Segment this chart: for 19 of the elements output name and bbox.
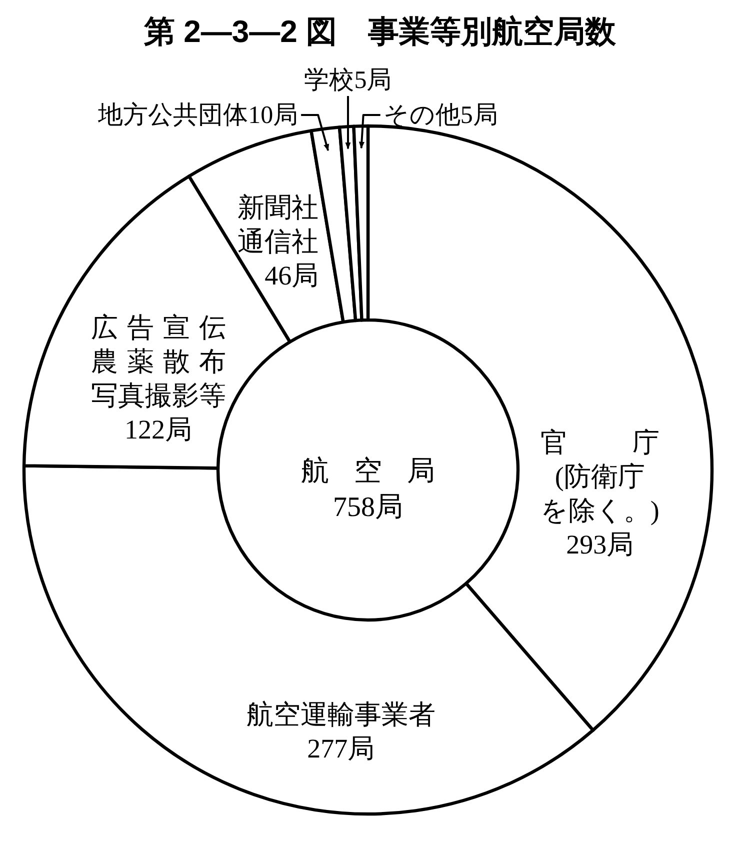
label: 学校5局 <box>304 67 392 94</box>
label: 写真撮影等 <box>90 380 226 411</box>
title: 第 2—3—2 図 事業等別航空局数 <box>144 14 616 49</box>
label: を除く。) <box>540 495 660 526</box>
label: 通信社 <box>238 226 319 257</box>
label: 293局 <box>566 529 634 560</box>
label: その他5局 <box>383 102 498 129</box>
label: 122局 <box>124 414 192 445</box>
label: 航空運輸事業者 <box>246 699 436 730</box>
label: 地方公共団体10局 <box>98 102 298 129</box>
label: 広告宣伝 <box>90 312 226 343</box>
label: 新聞社 <box>238 192 319 223</box>
annotation: 758局 <box>333 492 403 524</box>
label: 277局 <box>307 733 375 764</box>
label: (防衛庁 <box>554 461 645 492</box>
label: 農薬散布 <box>90 346 226 377</box>
annotation: 航空局 <box>300 456 436 488</box>
label: 46局 <box>264 260 319 291</box>
label: 官庁 <box>540 427 660 458</box>
